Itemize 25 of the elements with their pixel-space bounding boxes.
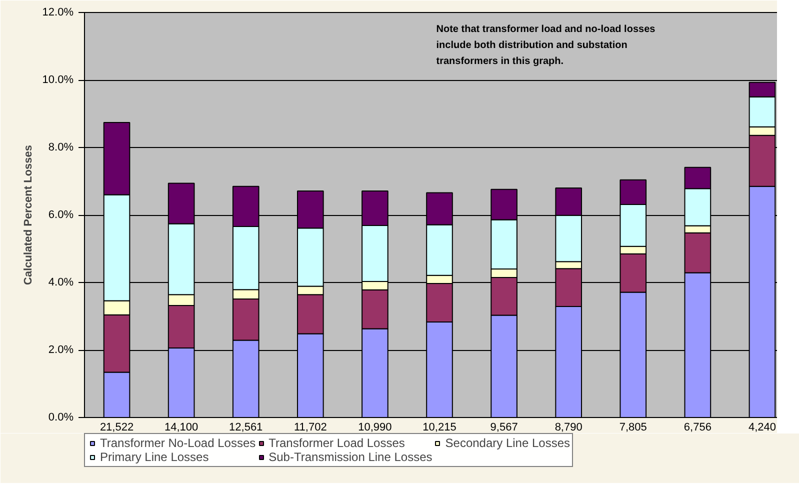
x-tick-label: 6,756 bbox=[684, 422, 712, 434]
y-tick-label: 2.0% bbox=[48, 344, 74, 356]
y-tick-label: 10.0% bbox=[42, 74, 74, 86]
x-tick-label: 11,702 bbox=[294, 422, 327, 434]
y-axis-title: Calculated Percent Losses bbox=[22, 144, 34, 285]
legend-label: Secondary Line Losses bbox=[445, 436, 570, 450]
x-tick-label: 14,100 bbox=[164, 422, 198, 434]
y-tick-label: 4.0% bbox=[48, 276, 74, 288]
y-tick-label: 0.0% bbox=[48, 412, 74, 424]
annotation: Note that transformer load and no-load losses include both distribution and substation transformers in this graph. bbox=[436, 24, 656, 68]
x-tick-label: 12,561 bbox=[229, 422, 263, 434]
x-tick-label: 10,215 bbox=[422, 422, 456, 434]
x-tick-label: 7,805 bbox=[619, 422, 647, 434]
legend-label: Transformer No-Load Losses bbox=[100, 436, 256, 450]
y-tick-label: 8.0% bbox=[48, 142, 74, 154]
x-tick-label: 4,240 bbox=[748, 422, 776, 434]
legend-label: Primary Line Losses bbox=[100, 450, 209, 464]
x-tick-label: 8,790 bbox=[554, 422, 582, 434]
legend-label: Transformer Load Losses bbox=[268, 436, 405, 450]
x-tick-label: 21,522 bbox=[100, 422, 134, 434]
y-tick-label: 12.0% bbox=[42, 6, 74, 18]
x-tick-label: 9,567 bbox=[490, 422, 518, 434]
legend-label: Sub-Transmission Line Losses bbox=[268, 450, 432, 464]
y-tick-label: 6.0% bbox=[48, 209, 74, 221]
x-tick-label: 10,990 bbox=[358, 422, 392, 434]
